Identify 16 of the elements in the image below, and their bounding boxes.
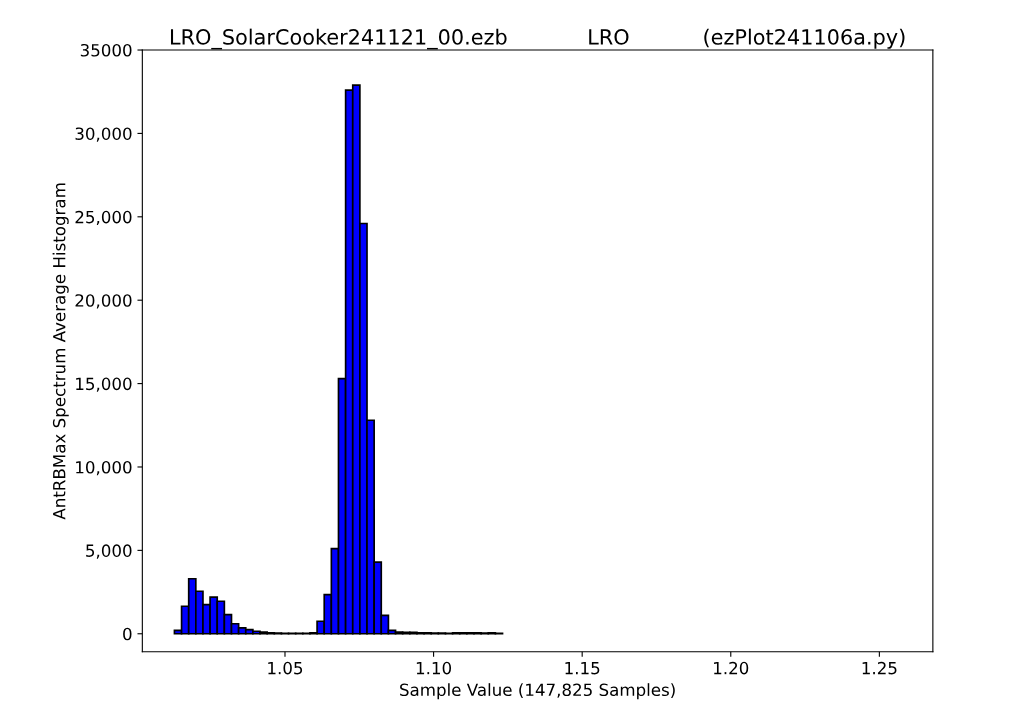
- x-tick-label: 1.15: [565, 662, 600, 675]
- y-axis-title: AntRBMax Spectrum Average Histogram: [52, 183, 69, 520]
- y-tick-label: 0: [123, 627, 132, 641]
- y-tick-label: 30,000: [75, 127, 132, 142]
- x-tick-label: 1.25: [862, 661, 897, 675]
- x-tick-label: 1.10: [416, 661, 452, 675]
- x-axis-title: Sample Value (147,825 Samples): [400, 683, 675, 700]
- y-tick-label: 15,000: [76, 377, 132, 392]
- x-tick-label: 1.20: [714, 661, 749, 675]
- x-tick-label: 1.05: [268, 661, 303, 675]
- y-tick-label: 35000: [80, 43, 132, 57]
- y-tick-label: 25,000: [75, 210, 132, 226]
- y-tick-label: 5,000: [86, 544, 132, 559]
- chart-title: LRO_SolarCooker241121_00.ezb LRO (ezPlot241106a.py): [170, 28, 905, 50]
- y-tick-label: 20,000: [75, 294, 132, 309]
- y-tick-label: 10,000: [76, 460, 132, 476]
